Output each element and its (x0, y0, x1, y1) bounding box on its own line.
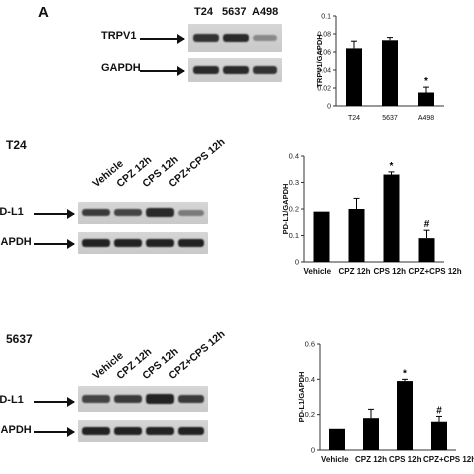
y-tick-label: 0.2 (289, 205, 299, 214)
band (178, 210, 204, 216)
band (114, 395, 142, 403)
row-label-pdl1-t24: PD-L1 (0, 206, 24, 218)
band (114, 427, 142, 435)
row-label-trpv1: TRPV1 (101, 30, 137, 42)
band (178, 427, 204, 435)
band (253, 66, 277, 74)
x-tick-label: Vehicle (321, 455, 349, 464)
band (223, 66, 249, 74)
arrow-gapdh-a (140, 66, 185, 76)
y-tick-label: 0 (295, 258, 299, 267)
blot-pdl1-5637 (78, 386, 208, 412)
y-tick-label: 0.3 (289, 178, 299, 187)
bar (418, 92, 434, 106)
x-tick-label: T24 (348, 115, 360, 122)
bar (397, 381, 413, 450)
x-tick-label: CPS 12h (389, 455, 422, 464)
band (193, 34, 219, 42)
y-tick-label: 0.08 (317, 32, 331, 39)
lane-label-a498: A498 (252, 6, 279, 18)
y-tick-label: 0.02 (317, 86, 331, 93)
lane-label-t24: T24 (194, 6, 213, 18)
bar (383, 174, 400, 262)
band (146, 208, 174, 217)
x-tick-label: Vehicle (304, 267, 332, 276)
y-tick-label: 0.04 (317, 68, 331, 75)
significance-mark: # (436, 405, 442, 416)
arrow-gapdh-t24 (34, 239, 75, 249)
bar (313, 211, 330, 262)
bar (382, 40, 398, 106)
y-axis-label: PD-L1/GAPDH (297, 372, 306, 423)
x-tick-label: CPZ+CPS 12h (409, 267, 462, 276)
x-tick-label: CPZ+CPS 12h (423, 455, 474, 464)
arrow-gapdh-5637 (34, 427, 75, 437)
chart-pdl1-5637: 0 0.2 0.4 0.6 PD-L1/GAPDH Vehicle CPZ 12h * CPS … (297, 340, 474, 465)
band (82, 427, 110, 435)
arrow-trpv1 (140, 34, 185, 44)
arrow-pdl1-t24 (34, 209, 75, 219)
bar (431, 421, 447, 450)
significance-mark: * (403, 368, 407, 379)
band (178, 395, 204, 403)
chart-trpv1: 0 0.02 0.04 0.06 0.08 0.1 TRPV1/GAPDH T24 5637 * A… (315, 14, 444, 122)
band (82, 239, 110, 247)
y-tick-label: 0.1 (321, 14, 331, 21)
band (114, 239, 142, 247)
y-tick-label: 0.4 (305, 375, 315, 384)
row-label-gapdh-t24: GAPDH (0, 236, 32, 248)
y-tick-label: 0.4 (289, 152, 299, 161)
x-tick-label: CPS 12h (374, 267, 407, 276)
bar (346, 48, 362, 106)
panel-a-letter: A (38, 4, 49, 21)
bar (418, 238, 435, 262)
y-tick-label: 0.2 (305, 410, 315, 419)
row-label-gapdh-5637: GAPDH (0, 424, 32, 436)
band (178, 239, 204, 247)
x-tick-label: CPZ 12h (339, 267, 371, 276)
arrow-pdl1-5637 (34, 397, 75, 407)
blot-gapdh-5637 (78, 420, 208, 442)
band (193, 66, 219, 74)
row-label-pdl1-5637: PD-L1 (0, 394, 24, 406)
blot-trpv1 (188, 24, 282, 52)
y-tick-label: 0.1 (289, 231, 299, 240)
band (223, 34, 249, 42)
blot-pdl1-t24 (78, 202, 208, 224)
y-tick-label: 0 (311, 446, 315, 455)
lane-label-5637: 5637 (222, 6, 247, 18)
blot-gapdh-a (188, 58, 282, 82)
y-tick-label: 0.06 (317, 50, 331, 57)
significance-mark: * (424, 76, 428, 87)
x-tick-label: CPZ 12h (355, 455, 387, 464)
band (82, 209, 110, 216)
band (146, 427, 174, 435)
band (146, 394, 174, 404)
band (82, 395, 110, 403)
y-axis-label: TRPV1/GAPDH (315, 34, 324, 87)
x-tick-label: A498 (418, 115, 434, 122)
significance-mark: # (424, 219, 430, 230)
band (253, 35, 277, 41)
y-tick-label: 0 (327, 104, 331, 111)
significance-mark: * (390, 161, 394, 172)
bar (348, 209, 365, 262)
blot-gapdh-t24 (78, 232, 208, 254)
band (146, 239, 174, 247)
panel-title-5637: 5637 (6, 332, 33, 346)
band (114, 209, 142, 216)
row-label-gapdh-a: GAPDH (101, 62, 141, 74)
y-axis-label: PD-L1/GAPDH (281, 184, 290, 235)
panel-title-t24: T24 (6, 138, 27, 152)
y-tick-label: 0.6 (305, 340, 315, 349)
bar (329, 428, 345, 450)
x-tick-label: 5637 (382, 115, 398, 122)
bar (363, 418, 379, 450)
chart-pdl1-t24: 0 0.1 0.2 0.3 0.4 PD-L1/GAPDH Vehicle CPZ 12h * C… (281, 152, 462, 277)
